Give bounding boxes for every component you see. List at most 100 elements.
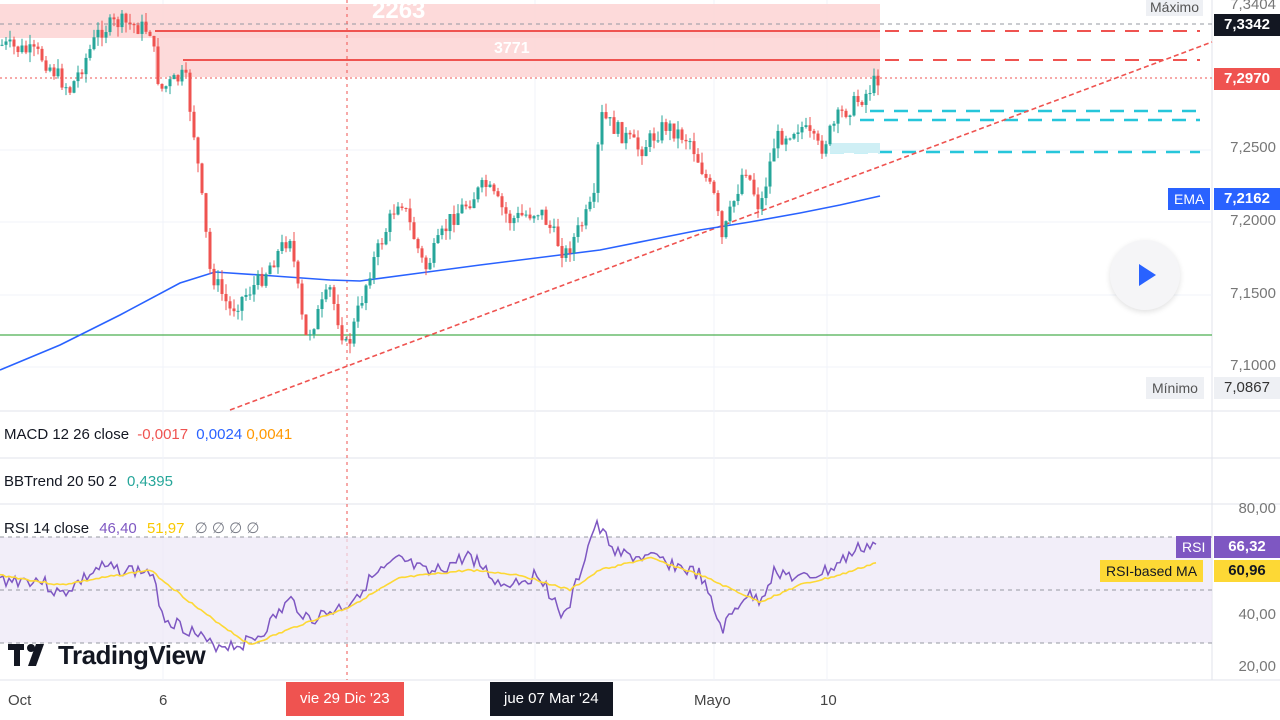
axis-price-7150: 7,1500 xyxy=(1230,285,1276,302)
rsi-ma-line[interactable] xyxy=(0,556,877,645)
candle-body xyxy=(28,44,32,53)
candle-body xyxy=(348,339,352,344)
candle-body xyxy=(40,48,44,61)
axis-price-7250: 7,2500 xyxy=(1230,139,1276,156)
rsi-pane xyxy=(0,536,1212,644)
candle-body xyxy=(160,83,164,89)
candle-body xyxy=(384,231,388,245)
macd-value-1: -0,0017 xyxy=(137,426,189,443)
candle-body xyxy=(32,44,36,47)
candle-body xyxy=(820,140,824,154)
rsi-legend[interactable]: RSI 14 close 46,40 51,97 ∅ ∅ ∅ ∅ xyxy=(4,520,259,538)
rsi-value-tag: 66,32 xyxy=(1214,536,1280,558)
candle-body xyxy=(232,308,236,312)
candle-body xyxy=(604,112,608,119)
candle-body xyxy=(792,133,796,139)
candle-body xyxy=(192,111,196,138)
candle-body xyxy=(848,115,852,117)
candle-body xyxy=(420,248,424,258)
time-highlight-1: vie 29 Dic '23 xyxy=(286,682,404,716)
candle-body xyxy=(656,140,660,142)
candle-body xyxy=(632,134,636,138)
rsi-axis-40: 40,00 xyxy=(1238,606,1276,623)
candle-body xyxy=(356,305,360,322)
candle-body xyxy=(560,246,564,258)
axis-price-top: 7,3404 xyxy=(1230,0,1276,13)
time-label-mayo: Mayo xyxy=(694,692,731,709)
bbtrend-legend[interactable]: BBTrend 20 50 2 0,4395 xyxy=(4,473,173,491)
candle-body xyxy=(304,314,308,335)
candle-body xyxy=(128,22,132,24)
candle-body xyxy=(56,68,60,77)
candle-body xyxy=(840,109,844,111)
ema-price-tag: 7,2162 xyxy=(1214,188,1280,210)
candle-body xyxy=(612,117,616,134)
candle-body xyxy=(360,303,364,306)
candle-body xyxy=(744,174,748,176)
play-icon xyxy=(1139,264,1156,286)
resistance-zone-lower[interactable] xyxy=(155,31,880,77)
candle-body xyxy=(724,221,728,238)
candle-body xyxy=(8,39,12,42)
candle-body xyxy=(552,226,556,228)
candle-body xyxy=(712,181,716,193)
macd-legend[interactable]: MACD 12 26 close -0,0017 0,0024 0,0041 xyxy=(4,426,292,444)
candle-body xyxy=(580,225,584,227)
tradingview-logo[interactable]: TradingView xyxy=(8,640,206,670)
candle-body xyxy=(788,138,792,140)
candle-body xyxy=(684,139,688,142)
candle-body xyxy=(824,144,828,154)
candle-body xyxy=(264,274,268,286)
candle-body xyxy=(444,228,448,232)
candle-body xyxy=(0,44,4,46)
candle-body xyxy=(696,154,700,163)
candle-body xyxy=(68,87,72,93)
candle-body xyxy=(644,146,648,157)
candle-body xyxy=(200,163,204,194)
candle-body xyxy=(388,213,392,232)
candle-body xyxy=(12,39,16,47)
candle-body xyxy=(688,141,692,143)
candle-body xyxy=(844,110,848,117)
axis-price-7200: 7,2000 xyxy=(1230,212,1276,229)
candle-body xyxy=(88,49,92,58)
candle-body xyxy=(728,206,732,222)
candle-body xyxy=(328,287,332,290)
play-button[interactable] xyxy=(1110,240,1180,310)
candle-body xyxy=(740,174,744,194)
candle-body xyxy=(152,35,156,47)
candle-body xyxy=(652,133,656,141)
candle-body xyxy=(576,225,580,237)
candle-body xyxy=(168,79,172,87)
candle-body xyxy=(164,86,168,89)
candle-body xyxy=(392,213,396,215)
candle-body xyxy=(692,141,696,155)
candle-body xyxy=(832,123,836,126)
dashed-levels[interactable] xyxy=(0,23,1212,154)
pane-separators xyxy=(0,0,1280,681)
candle-body xyxy=(136,25,140,34)
time-label-oct: Oct xyxy=(8,692,32,709)
candlestick-series[interactable] xyxy=(0,10,880,354)
candle-body xyxy=(528,214,532,219)
candle-body xyxy=(624,132,628,144)
candle-body xyxy=(804,125,808,127)
rsi-value: 46,40 xyxy=(99,520,137,537)
candle-body xyxy=(24,45,28,53)
candle-body xyxy=(184,69,188,73)
candle-body xyxy=(204,193,208,232)
ema-line[interactable] xyxy=(0,195,881,371)
candle-body xyxy=(260,273,264,286)
candle-body xyxy=(860,102,864,105)
candle-body xyxy=(764,186,768,199)
candle-body xyxy=(112,17,116,20)
candle-body xyxy=(364,285,368,304)
bbtrend-name: BBTrend 20 50 2 xyxy=(4,473,117,490)
candle-body xyxy=(592,192,596,202)
candle-body xyxy=(456,213,460,225)
rsi-ma-tag: RSI-based MA xyxy=(1100,560,1204,582)
candle-body xyxy=(352,321,356,344)
candle-body xyxy=(748,175,752,180)
candle-body xyxy=(504,207,508,214)
